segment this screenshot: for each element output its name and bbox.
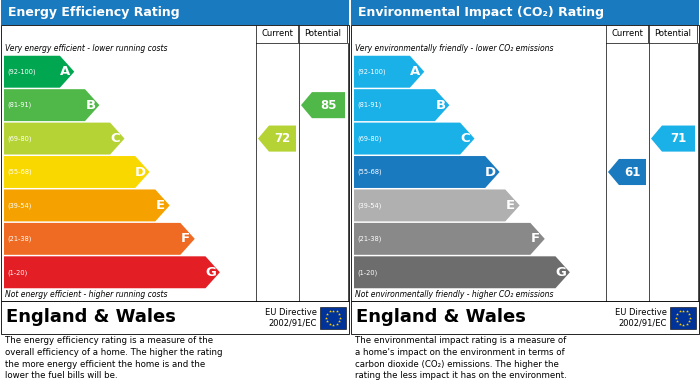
Text: 61: 61 [624,165,640,179]
Bar [256,25,298,43]
Text: Potential: Potential [304,29,342,38]
Text: Potential: Potential [654,29,692,38]
Text: EU Directive
2002/91/EC: EU Directive 2002/91/EC [615,308,667,327]
Text: (21-38): (21-38) [357,236,382,242]
Text: Very energy efficient - lower running costs: Very energy efficient - lower running co… [5,44,167,53]
Bar [351,0,699,25]
Text: G: G [555,266,566,279]
Bar [351,301,699,334]
Text: Not energy efficient - higher running costs: Not energy efficient - higher running co… [5,290,167,299]
Text: (1-20): (1-20) [7,269,27,276]
Polygon shape [354,223,545,255]
Text: Environmental Impact (CO₂) Rating: Environmental Impact (CO₂) Rating [358,6,604,19]
Text: (92-100): (92-100) [7,68,36,75]
Text: (21-38): (21-38) [7,236,31,242]
Text: (39-54): (39-54) [357,202,382,209]
Polygon shape [354,123,475,154]
Bar [1,301,349,334]
Text: F: F [531,232,540,246]
Text: Energy Efficiency Rating: Energy Efficiency Rating [8,6,180,19]
Bar [670,307,696,328]
Polygon shape [354,56,424,88]
Text: (55-68): (55-68) [357,169,382,175]
Text: C: C [461,132,470,145]
Text: (81-91): (81-91) [7,102,31,108]
Polygon shape [258,126,296,152]
Text: The energy efficiency rating is a measure of the
overall efficiency of a home. T: The energy efficiency rating is a measur… [5,336,223,380]
Polygon shape [4,190,169,221]
Text: (55-68): (55-68) [7,169,31,175]
Text: EU Directive
2002/91/EC: EU Directive 2002/91/EC [265,308,317,327]
Text: England & Wales: England & Wales [356,308,526,326]
Polygon shape [4,123,125,154]
Bar [1,0,349,25]
Text: B: B [435,99,445,112]
Text: A: A [410,65,421,78]
Text: The environmental impact rating is a measure of
a home's impact on the environme: The environmental impact rating is a mea… [355,336,567,380]
Text: D: D [135,165,146,179]
Text: Current: Current [611,29,643,38]
Bar [299,25,347,43]
Bar [351,25,699,301]
Polygon shape [354,156,500,188]
Text: (69-80): (69-80) [7,135,31,142]
Text: (1-20): (1-20) [357,269,377,276]
Text: B: B [85,99,95,112]
Text: E: E [506,199,515,212]
Bar [606,25,648,43]
Polygon shape [354,190,519,221]
Text: G: G [205,266,216,279]
Bar [1,25,349,301]
Text: F: F [181,232,190,246]
Bar [320,307,346,328]
Text: Current: Current [261,29,293,38]
Text: 85: 85 [320,99,337,112]
Text: 71: 71 [671,132,687,145]
Text: D: D [485,165,496,179]
Text: (92-100): (92-100) [357,68,386,75]
Bar [649,25,697,43]
Text: (69-80): (69-80) [357,135,382,142]
Text: 72: 72 [274,132,290,145]
Text: C: C [111,132,120,145]
Text: A: A [60,65,71,78]
Polygon shape [608,159,646,185]
Polygon shape [4,256,220,288]
Text: Not environmentally friendly - higher CO₂ emissions: Not environmentally friendly - higher CO… [355,290,554,299]
Polygon shape [354,256,570,288]
Polygon shape [4,56,74,88]
Text: E: E [156,199,165,212]
Text: England & Wales: England & Wales [6,308,176,326]
Polygon shape [4,156,150,188]
Polygon shape [301,92,345,118]
Polygon shape [651,126,695,152]
Text: Very environmentally friendly - lower CO₂ emissions: Very environmentally friendly - lower CO… [355,44,554,53]
Text: (81-91): (81-91) [357,102,382,108]
Polygon shape [354,89,449,121]
Polygon shape [4,89,99,121]
Polygon shape [4,223,195,255]
Text: (39-54): (39-54) [7,202,31,209]
